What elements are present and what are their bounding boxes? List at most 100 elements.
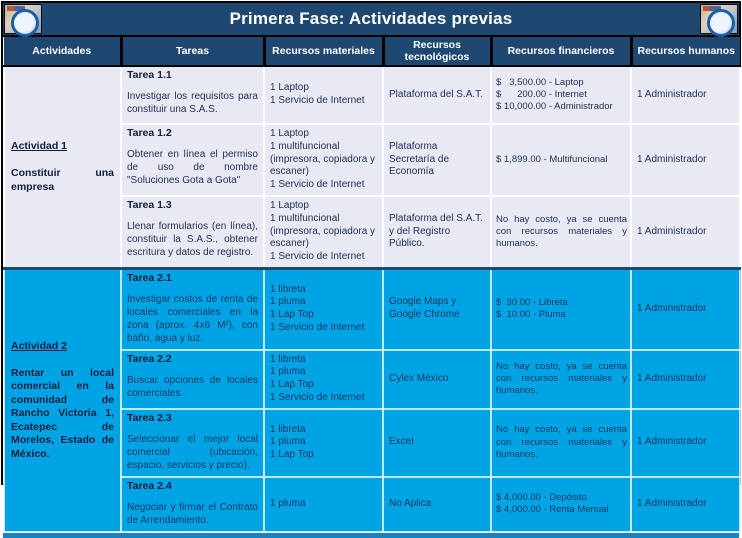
human-cell: 1 Administrador	[630, 266, 741, 351]
human-cell: 1 Administrador	[630, 123, 741, 197]
financial-line: $ 4,000.00 - Depósito	[496, 491, 587, 503]
materials-cell: 1 libreta 1 pluma 1 Lap Top 1 Servicio d…	[263, 266, 384, 351]
materials-cell: 1 libreta 1 pluma 1 Lap Top 1 Servicio d…	[263, 348, 384, 410]
activity-description: Constituir una empresa	[11, 167, 114, 193]
financial-line: $ 30.00 - Libreta	[496, 297, 568, 309]
task-cell: Tarea 1.3 Llenar formularios (en línea),…	[120, 194, 265, 270]
task-description: Llenar formularios (en línea), constitui…	[127, 221, 258, 259]
financial-line: $ 4,000.00 - Renta Menual	[496, 504, 609, 516]
table-header: Actividades Tareas Recursos materiales R…	[4, 37, 740, 67]
task-description: Obtener en línea el permiso de uso de no…	[127, 149, 258, 187]
material-line: 1 Laptop	[270, 128, 309, 139]
human-cell: 1 Administrador	[630, 475, 741, 533]
col-header-tareas: Tareas	[119, 37, 264, 67]
material-line: 1 pluma	[270, 366, 306, 378]
material-line: 1 libreta	[270, 283, 306, 295]
col-header-recursos-materiales: Recursos materiales	[262, 37, 383, 67]
task-description: Seleccionar el mejor local comercial (ub…	[127, 434, 258, 471]
material-line: 1 pluma	[270, 436, 306, 448]
task-cell: Tarea 2.3 Seleccionar el mejor local com…	[120, 407, 265, 478]
financial-line: $ 200.00 - Internet	[496, 88, 587, 100]
human-cell: 1 Administrador	[630, 348, 741, 410]
table-row: Tarea 2.2 Buscar opciones de locales com…	[4, 348, 741, 410]
task-cell: Tarea 2.4 Negociar y firmar el Contrato …	[120, 475, 265, 533]
tech-cell: Cylex México	[382, 348, 492, 410]
task-description: Buscar opciones de locales comerciales.	[127, 375, 258, 399]
activity-label: Actividad 2	[11, 339, 68, 352]
materials-cell: 1 Laptop 1 Servicio de Internet	[263, 65, 384, 125]
material-line: 1 Laptop	[270, 199, 309, 211]
material-line: 1 libreta	[270, 353, 306, 365]
task-cell: Tarea 1.2 Obtener en línea el permiso de…	[120, 123, 265, 197]
human-cell: 1 Administrador	[630, 407, 741, 478]
material-line: 1 Lap Top	[270, 449, 314, 461]
task-title: Tarea 2.4	[127, 479, 172, 492]
financial-line: $ 1,899.00 - Multifuncional	[496, 153, 608, 165]
task-title: Tarea 2.3	[127, 411, 172, 424]
financial-line: $ 3,500.00 - Laptop	[496, 76, 584, 88]
task-description: Negociar y firmar el Contrato de Arrenda…	[127, 502, 258, 526]
activity-2-cell: Actividad 2 Rentar un local comercial en…	[3, 266, 122, 533]
material-line: 1 Servicio de Internet	[270, 179, 365, 191]
task-title: Tarea 2.1	[127, 271, 172, 284]
material-line: 1 Lap Top	[270, 309, 314, 321]
task-title: Tarea 1.2	[127, 127, 172, 139]
financial-cell: $ 1,899.00 - Multifuncional	[490, 123, 632, 197]
task-description: Investigar costos de renta de locales co…	[127, 294, 258, 344]
material-line: 1 Servicio de Internet	[270, 251, 365, 263]
material-line: 1 Servicio de Internet	[270, 391, 365, 403]
task-cell: Tarea 1.1 Investigar los requisitos para…	[120, 65, 265, 125]
material-line: 1 Laptop	[270, 82, 309, 94]
material-line: 1 Servicio de Internet	[270, 322, 365, 334]
material-line: 1 Servicio de Internet	[270, 95, 365, 106]
task-description: Investigar los requisitos para constitui…	[127, 91, 258, 116]
materials-cell: 1 pluma	[263, 475, 384, 533]
financial-cell: No hay costo, ya se cuenta con recursos …	[490, 407, 632, 478]
col-header-recursos-humanos: Recursos humanos	[629, 37, 740, 67]
tech-cell: Excel	[382, 407, 492, 478]
title-bar: Primera Fase: Actividades previas	[3, 3, 739, 37]
financial-line: $ 10.00 - Pluma	[496, 309, 566, 321]
activity-2-section: Actividad 2 Rentar un local comercial en…	[3, 266, 741, 533]
financial-cell: $ 30.00 - Libreta $ 10.00 - Pluma	[490, 266, 632, 351]
col-header-recursos-financieros: Recursos financieros	[489, 37, 631, 67]
activity-description: Rentar un local comercial en la comunida…	[11, 366, 114, 460]
table-row: Actividad 1 Constituir una empresa Tarea…	[3, 64, 741, 270]
tech-cell: Plataforma Secretaría de Economía	[382, 123, 492, 197]
materials-cell: 1 Laptop 1 multifuncional (impresora, co…	[263, 194, 384, 270]
financial-cell: No hay costo, ya se cuenta con recursos …	[490, 194, 632, 270]
tech-cell: No Aplica	[382, 475, 492, 533]
activity-1-section: Actividad 1 Constituir una empresa Tarea…	[3, 64, 741, 270]
material-line: 1 Lap Top	[270, 379, 314, 391]
tech-cell: Google Maps y Google Chrome	[382, 266, 492, 351]
tech-cell: Plataforma del S.A.T.	[382, 65, 492, 125]
table-row: Tarea 2.3 Seleccionar el mejor local com…	[4, 407, 741, 478]
human-cell: 1 Administrador	[630, 194, 741, 270]
tech-cell: Plataforma del S.A.T. y del Registro Púb…	[382, 194, 492, 270]
activities-table: Actividades Tareas Recursos materiales R…	[3, 37, 741, 533]
col-header-recursos-tecnologicos: Recursos tecnológicos	[381, 37, 491, 67]
table-row: Tarea 1.3 Llenar formularios (en línea),…	[4, 194, 741, 270]
task-cell: Tarea 2.1 Investigar costos de renta de …	[120, 266, 265, 351]
materials-cell: 1 Laptop 1 multifuncional (impresora, co…	[263, 123, 384, 197]
financial-line: $ 10,000.00 - Administrador	[496, 101, 613, 113]
materials-cell: 1 libreta 1 pluma 1 Lap Top	[263, 407, 384, 478]
activity-label: Actividad 1	[11, 139, 68, 152]
material-line: 1 pluma	[270, 497, 306, 509]
page-title: Primera Fase: Actividades previas	[229, 9, 513, 28]
financial-cell: $ 4,000.00 - Depósito $ 4,000.00 - Renta…	[490, 475, 632, 533]
task-title: Tarea 1.3	[127, 198, 172, 211]
material-line: 1 pluma	[270, 296, 306, 308]
institution-logo-icon	[4, 4, 42, 37]
table-row: Actividad 2 Rentar un local comercial en…	[3, 266, 741, 533]
financial-cell: No hay costo, ya se cuenta con recursos …	[490, 348, 632, 410]
material-line: 1 multifuncional (impresora, copiadora y…	[270, 212, 378, 250]
material-line: 1 multifuncional (impresora, copiadora y…	[270, 140, 378, 178]
bottom-accent-strip	[3, 532, 739, 538]
col-header-actividades: Actividades	[4, 37, 121, 67]
task-cell: Tarea 2.2 Buscar opciones de locales com…	[120, 348, 265, 410]
human-cell: 1 Administrador	[630, 65, 741, 125]
financial-cell: $ 3,500.00 - Laptop $ 200.00 - Internet …	[490, 65, 632, 125]
material-line: 1 libreta	[270, 423, 306, 435]
